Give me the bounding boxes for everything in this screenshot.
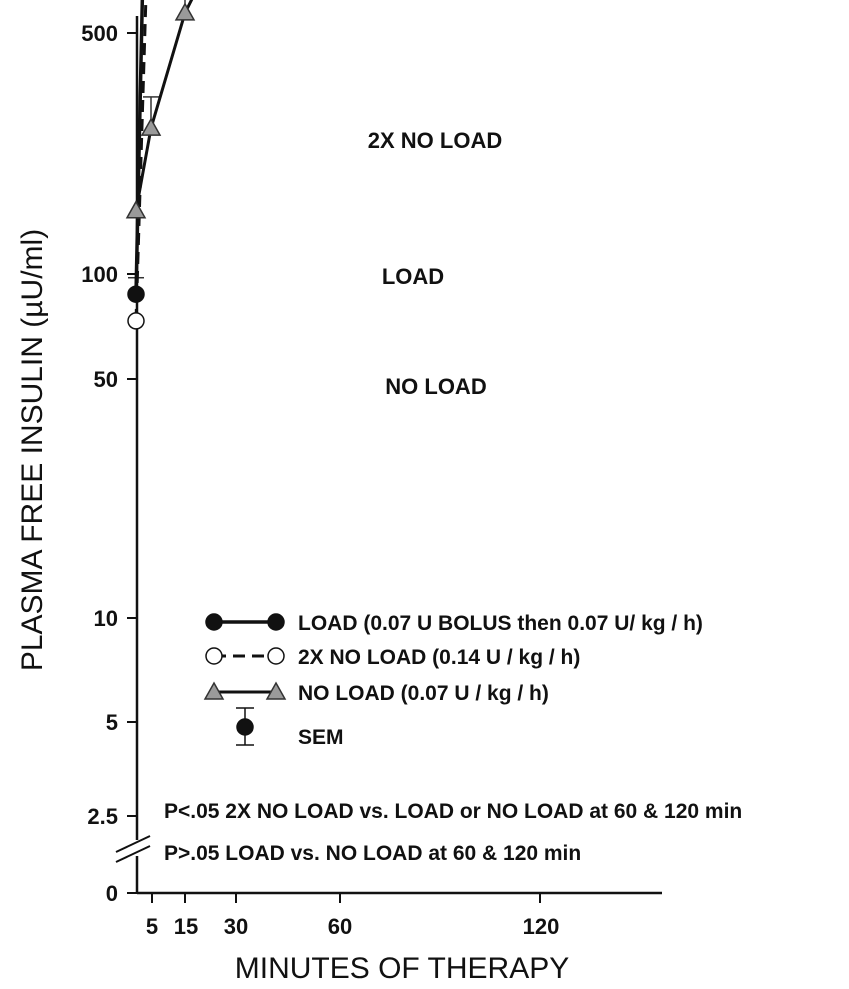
series-line-2x-no-load [134, 0, 148, 321]
y-tick-label-5: 5 [106, 710, 118, 735]
x-ticks: 5 15 30 60 120 [146, 893, 559, 939]
series-label-2x-no-load: 2X NO LOAD [368, 128, 502, 153]
x-tick-label-30: 30 [224, 914, 248, 939]
series-label-no-load: NO LOAD [385, 374, 486, 399]
annotation-p-less: P<.05 2X NO LOAD vs. LOAD or NO LOAD at … [164, 800, 742, 823]
legend-sem-marker [236, 718, 254, 736]
data-point-no-load-0 [125, 200, 147, 219]
legend-2x-no-load-marker-right [267, 647, 285, 665]
x-tick-label-60: 60 [328, 914, 352, 939]
data-point-load-0 [127, 285, 145, 303]
y-tick-label-500: 500 [81, 21, 118, 46]
series-line-no-load [134, 0, 194, 211]
data-point-2x-no-load-0 [127, 312, 145, 330]
y-axis-title: PLASMA FREE INSULIN (µU/ml) [16, 229, 49, 671]
axis-break-slash-2 [115, 845, 151, 863]
y-tick-label-0: 0 [106, 881, 118, 906]
legend-no-load-marker-left [203, 681, 225, 700]
y-tick-label-50: 50 [94, 367, 118, 392]
legend-load-marker-left [205, 613, 223, 631]
legend-no-load-marker-right [265, 681, 287, 700]
legend-load-text: LOAD (0.07 U BOLUS then 0.07 U/ kg / h) [298, 612, 703, 635]
legend-sem-text: SEM [298, 726, 344, 749]
data-point-no-load-2 [174, 2, 196, 21]
x-tick-label-5: 5 [146, 914, 158, 939]
legend-2x-no-load-text: 2X NO LOAD (0.14 U / kg / h) [298, 646, 580, 669]
axis-break-slash-1 [115, 835, 151, 853]
data-point-no-load-1 [140, 117, 162, 136]
y-tick-label-2.5: 2.5 [87, 804, 118, 829]
y-tick-label-10: 10 [94, 606, 118, 631]
y-tick-label-100: 100 [81, 262, 118, 287]
annotation-p-greater: P>.05 LOAD vs. NO LOAD at 60 & 120 min [164, 842, 581, 865]
y-ticks: 500 100 50 10 5 2.5 0 [81, 21, 137, 906]
series-label-load: LOAD [382, 264, 444, 289]
legend-2x-no-load-marker-left [205, 647, 223, 665]
x-tick-label-120: 120 [523, 914, 560, 939]
x-axis-title: MINUTES OF THERAPY [235, 952, 569, 985]
plot-area [125, 0, 196, 330]
legend: LOAD (0.07 U BOLUS then 0.07 U/ kg / h) … [203, 612, 703, 749]
legend-load-marker-right [267, 613, 285, 631]
x-tick-label-15: 15 [174, 914, 198, 939]
legend-no-load-text: NO LOAD (0.07 U / kg / h) [298, 682, 549, 705]
